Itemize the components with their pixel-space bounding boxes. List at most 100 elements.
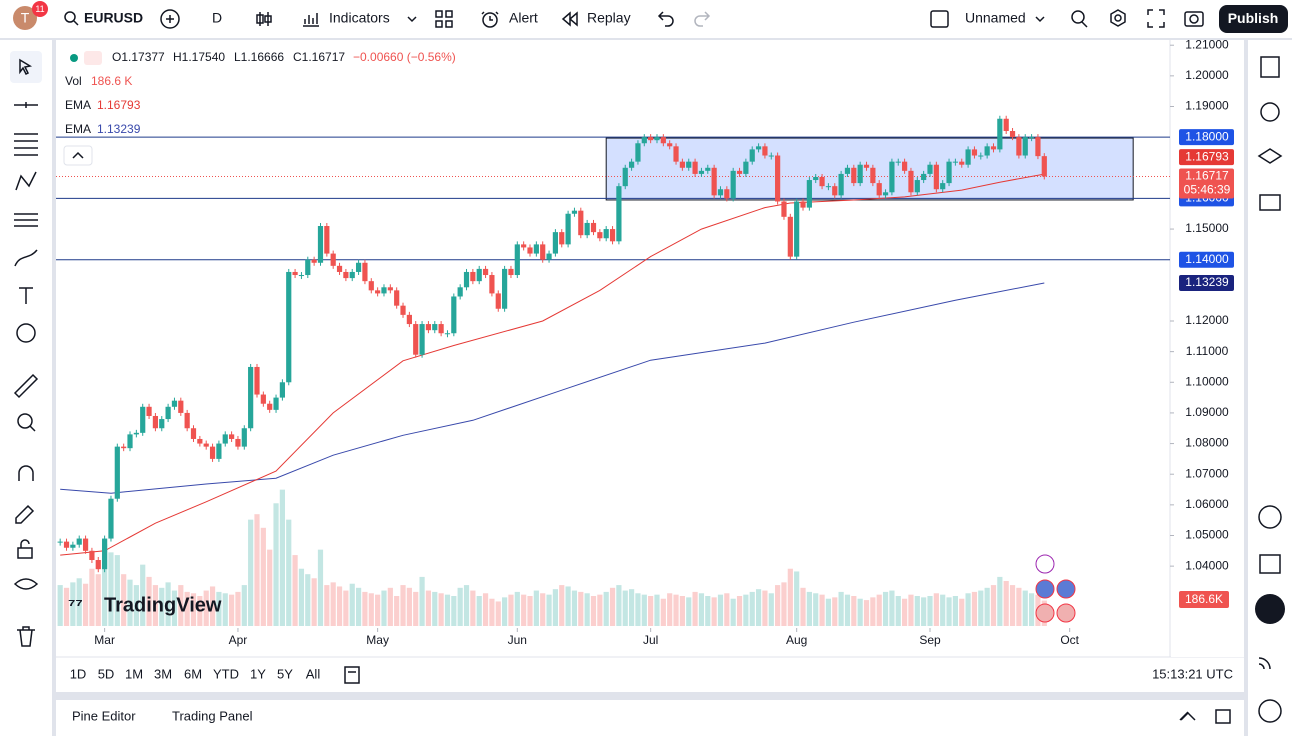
pattern-tool[interactable]: [15, 171, 37, 191]
volume-bar: [825, 598, 832, 626]
chat-button[interactable]: [1259, 194, 1281, 211]
quick-search[interactable]: [1071, 10, 1085, 24]
candle: [559, 232, 565, 245]
search-icon[interactable]: [64, 11, 76, 23]
volume-bar: [470, 590, 476, 626]
help-button[interactable]: [1258, 699, 1282, 723]
lock-tool[interactable]: [17, 547, 33, 559]
layout-checkbox[interactable]: [930, 10, 949, 28]
chevron[interactable]: [1035, 16, 1045, 23]
range-button[interactable]: 1Y: [250, 666, 266, 681]
fullscreen-button[interactable]: [1147, 9, 1165, 28]
candle: [394, 290, 400, 306]
chevron[interactable]: [407, 16, 417, 23]
replay-button[interactable]: Replay: [587, 10, 631, 26]
volume-bar: [749, 591, 755, 626]
candle: [813, 176, 819, 181]
forecast-tool[interactable]: [14, 213, 38, 227]
y-tick-label: 1.06000: [1185, 497, 1229, 511]
volume-bar: [628, 589, 635, 626]
ohlc-value: −0.00660 (−0.56%): [353, 50, 456, 64]
collapse-legend[interactable]: [63, 145, 93, 166]
alerts-button[interactable]: [1260, 102, 1280, 122]
event-marker[interactable]: [1035, 554, 1055, 574]
text-tool[interactable]: [19, 287, 33, 304]
volume-bar: [63, 587, 70, 626]
panel-tab[interactable]: Pine Editor: [72, 708, 136, 723]
undo-button[interactable]: [657, 11, 674, 27]
interval[interactable]: D: [212, 10, 222, 26]
news-button[interactable]: [1258, 657, 1271, 670]
event-marker[interactable]: [1035, 603, 1055, 623]
object-tree-button[interactable]: [1257, 148, 1283, 164]
candle: [692, 161, 698, 174]
drawing-mode-tool[interactable]: [15, 504, 35, 524]
avatar[interactable]: [13, 6, 37, 30]
candle: [800, 201, 806, 208]
maximize-panel[interactable]: [1215, 709, 1231, 724]
candle: [521, 244, 527, 248]
candle: [844, 167, 851, 174]
emoji-tool[interactable]: [16, 323, 36, 343]
volume-bar: [546, 594, 552, 626]
volume-bar: [209, 586, 216, 626]
indicators-button[interactable]: Indicators: [329, 10, 390, 26]
settings-button[interactable]: [1110, 9, 1126, 27]
volume-bar: [57, 585, 63, 626]
range-button[interactable]: 1M: [125, 666, 143, 681]
date-range-button[interactable]: [344, 666, 360, 684]
volume-bar: [698, 593, 705, 626]
watchlist-button[interactable]: [1260, 56, 1280, 78]
search-icon: [73, 20, 79, 26]
range-button[interactable]: 5D: [98, 666, 115, 681]
candle: [362, 262, 368, 282]
event-marker[interactable]: [1035, 579, 1055, 599]
range-button[interactable]: YTD: [213, 666, 239, 681]
layout-name[interactable]: Unnamed: [965, 10, 1026, 26]
volume-bar: [971, 591, 978, 626]
trend-line-tool[interactable]: [14, 102, 38, 108]
calendar-button[interactable]: [1259, 554, 1281, 574]
brush-tool[interactable]: [14, 249, 38, 267]
event-marker[interactable]: [1056, 603, 1076, 623]
visibility-tool[interactable]: [13, 578, 39, 590]
legend-value: 1.13239: [97, 122, 141, 136]
candle: [95, 560, 101, 570]
volume-bar: [609, 587, 616, 626]
range-button[interactable]: 3M: [154, 666, 172, 681]
alert-button[interactable]: Alert: [509, 10, 538, 26]
chart-type-button[interactable]: [256, 12, 272, 26]
symbol[interactable]: EURUSD: [84, 10, 143, 26]
volume-bar: [76, 578, 82, 626]
volume-bar: [127, 579, 133, 626]
last-price-badge: [1179, 168, 1234, 199]
redo-button[interactable]: [694, 11, 711, 27]
magnet-tool[interactable]: [18, 465, 34, 481]
measure-tool[interactable]: [13, 373, 39, 399]
range-button[interactable]: 6M: [184, 666, 202, 681]
event-marker[interactable]: [1056, 579, 1076, 599]
targets-button[interactable]: [1258, 505, 1282, 529]
volume-bar: [921, 597, 927, 626]
screenshot-button[interactable]: [1184, 11, 1204, 27]
candle: [1009, 131, 1016, 138]
cursor-tool[interactable]: [19, 58, 33, 76]
expand-panel[interactable]: [1180, 711, 1196, 721]
templates-button[interactable]: [435, 10, 453, 28]
candle: [127, 434, 133, 449]
range-button[interactable]: 5Y: [277, 666, 293, 681]
zoom-tool[interactable]: [17, 413, 33, 429]
candle: [978, 155, 984, 157]
publish-button[interactable]: [1219, 5, 1288, 33]
range-button[interactable]: 1D: [70, 666, 87, 681]
volume-bar: [1016, 587, 1022, 626]
volume-bar: [102, 544, 108, 626]
delete-tool[interactable]: [17, 626, 35, 647]
compare-button[interactable]: [160, 9, 180, 29]
apps-button[interactable]: [1255, 594, 1285, 624]
fib-tool[interactable]: [14, 133, 38, 156]
candle: [927, 164, 933, 174]
range-button[interactable]: All: [306, 666, 321, 681]
volume-bar: [336, 586, 343, 626]
panel-tab[interactable]: Trading Panel: [172, 708, 253, 723]
